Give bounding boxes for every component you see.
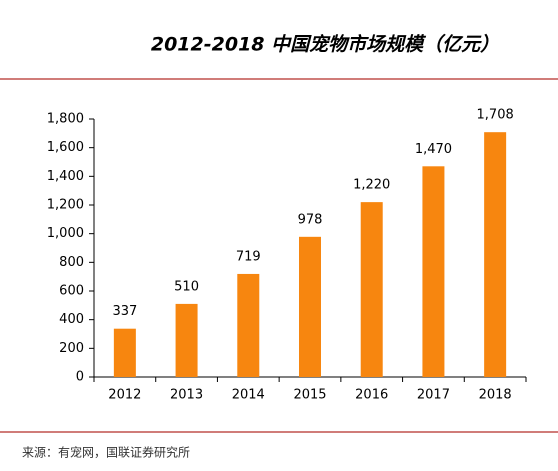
bar [484, 132, 507, 377]
y-tick-label: 800 [59, 255, 84, 270]
bar [175, 303, 198, 377]
x-tick-label: 2017 [417, 388, 450, 403]
value-label: 1,470 [415, 142, 452, 157]
value-label: 337 [112, 304, 137, 319]
y-tick-label: 1,800 [47, 112, 84, 127]
value-label: 1,708 [477, 108, 514, 123]
y-tick-label: 1,600 [47, 140, 84, 155]
source-note: 来源：有宠网，国联证券研究所 [22, 445, 190, 460]
value-label: 719 [236, 249, 261, 264]
x-tick-label: 2018 [479, 388, 512, 403]
bar [299, 236, 321, 377]
x-tick-label: 2016 [355, 388, 388, 403]
x-tick-label: 2012 [108, 388, 141, 403]
bar [422, 166, 445, 377]
y-tick-label: 1,400 [47, 169, 84, 184]
x-tick-label: 2014 [232, 388, 265, 403]
y-tick-label: 200 [59, 341, 84, 356]
y-tick-label: 0 [76, 370, 84, 385]
y-tick-label: 1,000 [47, 226, 84, 241]
bar [113, 328, 136, 377]
y-tick-label: 400 [59, 312, 84, 327]
chart-title: 2012-2018 中国宠物市场规模（亿元） [151, 34, 499, 56]
value-label: 510 [174, 279, 199, 294]
bar [237, 273, 260, 377]
y-tick-label: 1,200 [47, 198, 84, 213]
value-label: 1,220 [353, 178, 390, 193]
x-tick-label: 2015 [293, 388, 326, 403]
y-tick-label: 600 [59, 284, 84, 299]
bar [360, 202, 383, 377]
value-label: 978 [298, 212, 323, 227]
x-tick-label: 2013 [170, 388, 203, 403]
